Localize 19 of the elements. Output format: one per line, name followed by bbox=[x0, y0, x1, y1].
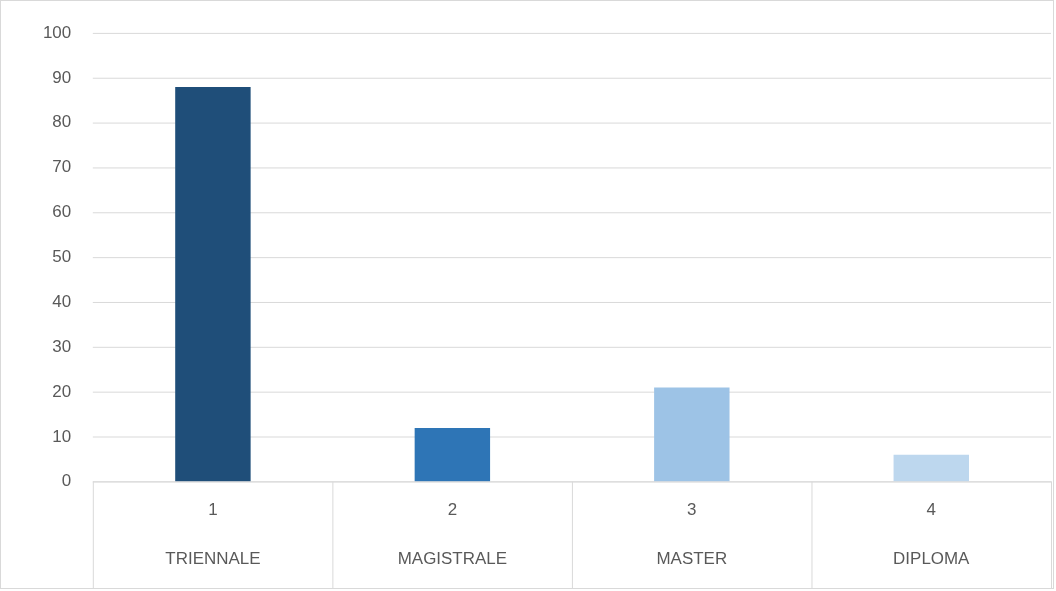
y-tick-label: 60 bbox=[52, 202, 72, 222]
y-tick-label: 30 bbox=[52, 336, 72, 356]
y-tick-label: 10 bbox=[52, 426, 72, 446]
y-tick-label: 40 bbox=[52, 291, 72, 311]
y-tick-label: 20 bbox=[52, 381, 72, 401]
y-tick-label: 90 bbox=[52, 67, 72, 87]
category-label: 3 MASTER bbox=[656, 500, 728, 569]
category-label: 2 MAGISTRALE bbox=[397, 500, 507, 569]
y-tick-label: 80 bbox=[52, 112, 72, 132]
bar bbox=[414, 427, 491, 482]
y-tick-label: 70 bbox=[52, 157, 72, 177]
y-tick-label: 50 bbox=[52, 247, 72, 267]
category-label: 1 TRIENNALE bbox=[165, 500, 261, 569]
y-tick-label: 100 bbox=[42, 22, 72, 42]
y-tick-label: 0 bbox=[61, 471, 72, 491]
bar bbox=[654, 387, 730, 482]
category-label: 4 DIPLOMA bbox=[893, 500, 970, 569]
bar bbox=[175, 86, 251, 482]
bar bbox=[893, 454, 969, 482]
